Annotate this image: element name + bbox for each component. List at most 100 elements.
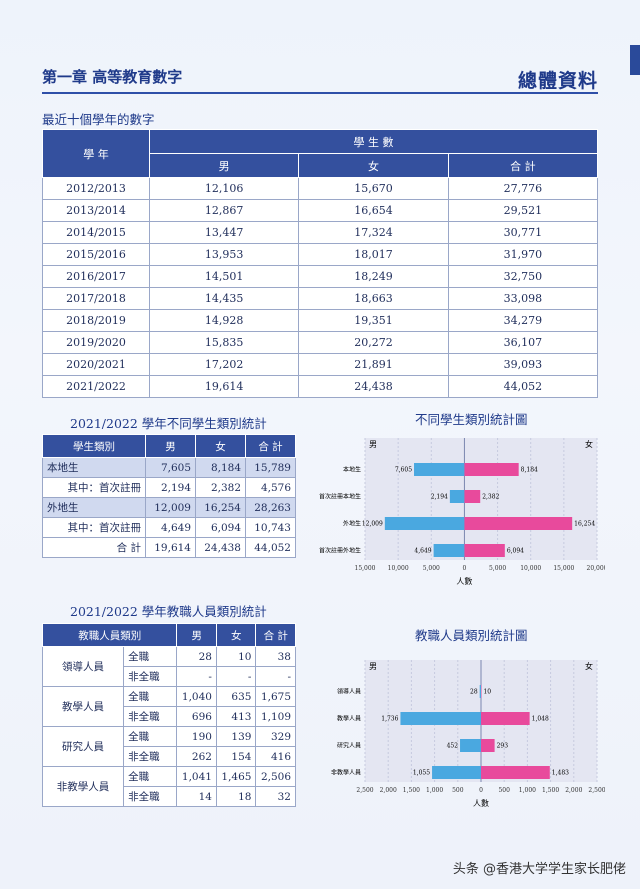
- value-cell: 262: [176, 746, 217, 767]
- tick-label: 500: [498, 787, 510, 794]
- table-row: 2021/2022 19,614 24,438 44,052: [42, 375, 599, 398]
- chart2-title: 教職人員類別統計圖: [415, 628, 528, 643]
- category-cell: 其中：首次註冊: [42, 477, 146, 498]
- value-cell: 12,009: [145, 497, 196, 518]
- student-types-table: 學生類別 男 女 合 計 本地生 7,605 8,184 15,789 其中：首次註冊 2…: [42, 434, 296, 558]
- tick-label: 0: [463, 565, 467, 572]
- value-cell: 14,501: [148, 265, 300, 288]
- value-cell: 21,891: [298, 353, 449, 376]
- value-cell: 2,194: [145, 477, 196, 498]
- value-cell: 17,324: [298, 221, 449, 244]
- col-category: 學生類別: [42, 434, 146, 458]
- value-cell: 154: [215, 746, 257, 767]
- col-male: 男: [176, 623, 217, 647]
- value-cell: 15,835: [148, 331, 300, 354]
- group-cell: 非教學人員: [41, 766, 125, 807]
- value-cell: 4,649: [145, 517, 196, 538]
- type-cell: 非全職: [123, 666, 178, 687]
- group-cell: 研究人員: [41, 726, 125, 767]
- watermark: 头条 @香港大学学生家长肥佬: [452, 862, 626, 877]
- col-female: 女: [195, 434, 246, 458]
- value-cell: 15,789: [245, 457, 296, 478]
- value-cell: 139: [215, 726, 257, 747]
- value-cell: 28: [176, 646, 217, 667]
- table-row: 2015/2016 13,953 18,017 31,970: [42, 243, 599, 266]
- value-cell: 28,263: [245, 497, 296, 518]
- value-cell: 27,776: [447, 177, 599, 200]
- value-cell: 31,970: [447, 243, 599, 266]
- category-label: 教學人員: [337, 715, 361, 723]
- bar-female: [481, 766, 550, 779]
- year-cell: 2015/2016: [42, 243, 150, 266]
- value-cell: 12,867: [148, 199, 300, 222]
- col-male: 男: [148, 153, 300, 178]
- tick-label: 15,000: [553, 565, 574, 572]
- table-row: 其中：首次註冊 2,194 2,382 4,576: [42, 477, 296, 498]
- value-cell: 1,041: [176, 766, 217, 787]
- value-cell: 44,052: [245, 537, 296, 558]
- table-row: 2020/2021 17,202 21,891 39,093: [42, 353, 599, 376]
- bar-male: [460, 739, 481, 752]
- table-row: 研究人員 全職 190 139 329: [41, 726, 296, 767]
- table-row: 教學人員 全職 1,040 635 1,675: [41, 686, 296, 727]
- value-cell: 15,670: [298, 177, 449, 200]
- value-cell: 1,465: [215, 766, 257, 787]
- value-cell: 14,928: [148, 309, 300, 332]
- table-row: 領導人員 全職 28 10 38: [41, 646, 296, 687]
- year-cell: 2021/2022: [42, 375, 150, 398]
- bar-male: [433, 544, 465, 557]
- year-cell: 2019/2020: [42, 331, 150, 354]
- category-label: 研究人員: [337, 742, 361, 750]
- category-label: 領導人員: [337, 688, 361, 696]
- category-label: 首次註冊外地生: [319, 547, 361, 555]
- value-cell: 20,272: [298, 331, 449, 354]
- value-cell: 38: [255, 646, 296, 667]
- value-cell: 36,107: [447, 331, 599, 354]
- type-cell: 全職: [123, 686, 178, 707]
- value-label-female: 8,184: [521, 467, 538, 474]
- value-cell: 24,438: [298, 375, 449, 398]
- col-category: 教職人員類別: [41, 623, 178, 647]
- bar-male: [414, 463, 465, 476]
- table-row: 其中：首次註冊 4,649 6,094 10,743: [42, 517, 296, 538]
- staff-title: 2021/2022 學年教職人員類別統計: [70, 604, 267, 619]
- value-cell: 39,093: [447, 353, 599, 376]
- plot-area: [365, 438, 597, 560]
- year-cell: 2012/2013: [42, 177, 150, 200]
- value-label-male: 4,649: [414, 548, 431, 555]
- value-cell: 17,202: [148, 353, 300, 376]
- tick-label: 2,000: [565, 787, 582, 794]
- category-label: 外地生: [343, 520, 361, 528]
- staff-chart: 2,500 2,000 1,500 1,000 500 0 500 1,000 1,500 2,0…: [331, 660, 605, 808]
- type-cell: 非全職: [123, 786, 178, 807]
- tick-label: 2,500: [356, 787, 373, 794]
- value-cell: 32: [255, 786, 296, 807]
- side-tab: [630, 45, 640, 75]
- value-cell: 13,447: [148, 221, 300, 244]
- value-cell: 10: [215, 646, 257, 667]
- tick-label: 10,000: [388, 565, 409, 572]
- bar-female: [464, 463, 519, 476]
- legend-male: 男: [369, 440, 377, 449]
- tick-label: 1,500: [403, 787, 420, 794]
- col-students: 學 生 數: [149, 129, 598, 154]
- col-female: 女: [298, 153, 449, 178]
- table-row: 外地生 12,009 16,254 28,263: [42, 497, 296, 518]
- x-axis-label: 人數: [456, 576, 472, 586]
- value-cell: 29,521: [447, 199, 599, 222]
- category-label: 本地生: [343, 466, 361, 474]
- table-row: 2018/2019 14,928 19,351 34,279: [42, 309, 599, 332]
- value-cell: 24,438: [195, 537, 246, 558]
- bar-male: [449, 490, 465, 503]
- table-row: 非教學人員 全職 1,041 1,465 2,506: [41, 766, 296, 807]
- bar-female: [464, 517, 573, 530]
- value-cell: 329: [255, 726, 296, 747]
- x-axis-label: 人數: [473, 798, 489, 808]
- value-cell: 190: [176, 726, 217, 747]
- value-cell: 18,663: [298, 287, 449, 310]
- value-label-male: 2,194: [431, 494, 448, 501]
- value-cell: 413: [215, 706, 257, 727]
- value-cell: 32,750: [447, 265, 599, 288]
- staff-table: 教職人員類別 男 女 合 計 領導人員 全職 28 10 38 非全職 - - - 教學人員 全職 1…: [41, 623, 296, 807]
- value-cell: 7,605: [145, 457, 196, 478]
